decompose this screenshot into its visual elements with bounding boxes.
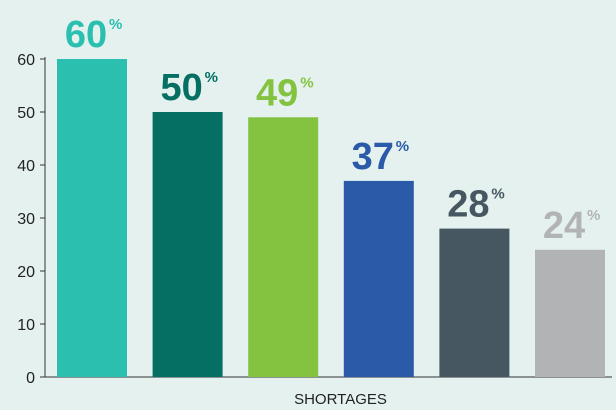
bar	[344, 181, 414, 377]
bar	[535, 250, 605, 377]
bar	[439, 229, 509, 377]
y-tick-label: 60	[17, 52, 35, 69]
value-label-suffix: %	[109, 16, 122, 33]
bar	[57, 59, 127, 377]
value-label-suffix: %	[587, 207, 600, 224]
value-label-suffix: %	[491, 186, 504, 203]
y-tick-label: 30	[17, 211, 35, 228]
value-label: 49	[256, 72, 298, 114]
y-tick-label: 10	[17, 317, 35, 334]
value-label: 28	[447, 184, 489, 226]
value-label: 60	[65, 14, 107, 56]
value-label: 37	[352, 136, 394, 178]
y-axis-ticks: 0 10 20 30 40 50 60	[17, 52, 45, 387]
value-label-suffix: %	[300, 74, 313, 91]
value-label: 50	[160, 67, 202, 109]
bar	[153, 112, 223, 377]
y-tick-label: 0	[26, 370, 35, 387]
y-tick-label: 50	[17, 105, 35, 122]
value-label: 24	[543, 205, 585, 247]
bars	[57, 59, 605, 377]
value-label-suffix: %	[396, 138, 409, 155]
x-axis-label: SHORTAGES	[294, 391, 387, 408]
value-labels: 60 %50% 49 %37 %28 %24%	[65, 14, 600, 247]
value-label-suffix: %	[205, 69, 218, 86]
y-tick-label: 40	[17, 158, 35, 175]
y-tick-label: 20	[17, 264, 35, 281]
bar	[248, 117, 318, 377]
